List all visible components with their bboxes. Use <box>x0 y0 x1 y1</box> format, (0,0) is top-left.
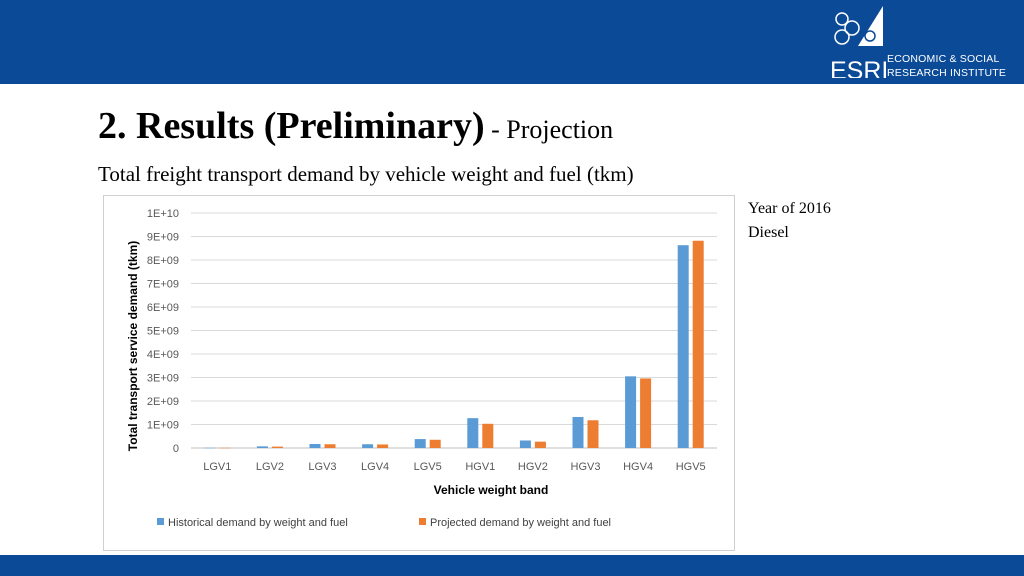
x-tick-label: LGV1 <box>203 461 231 473</box>
bar-historical-hgv5 <box>677 245 689 448</box>
x-axis-label: Vehicle weight band <box>434 483 549 497</box>
x-tick-label: HGV3 <box>571 461 601 473</box>
bar-projected-hgv3 <box>587 420 599 448</box>
esri-logo: ESRI ECONOMIC & SOCIAL RESEARCH INSTITUT… <box>822 0 1024 84</box>
bar-projected-hgv4 <box>640 378 652 448</box>
legend-label-projected: Projected demand by weight and fuel <box>430 517 611 529</box>
y-tick-label: 1E+09 <box>147 420 179 432</box>
bar-historical-lgv2 <box>256 446 268 448</box>
y-tick-labels: 0 1E+09 2E+09 3E+09 4E+09 5E+09 6E+09 7E+09 8E+0… <box>147 208 179 455</box>
legend-swatch-historical <box>157 518 164 525</box>
bar-historical-lgv3 <box>309 444 321 448</box>
x-tick-label: LGV4 <box>361 461 389 473</box>
x-tick-label: LGV5 <box>414 461 442 473</box>
x-tick-label: HGV2 <box>518 461 548 473</box>
x-tick-label: HGV4 <box>623 461 653 473</box>
x-tick-label: LGV3 <box>308 461 336 473</box>
bar-historical-lgv5 <box>414 439 426 448</box>
y-tick-label: 8E+09 <box>147 255 179 267</box>
legend: Historical demand by weight and fuel Pro… <box>157 517 611 529</box>
x-tick-label: LGV2 <box>256 461 284 473</box>
y-tick-label: 9E+09 <box>147 232 179 244</box>
logo-mark-icon: ESRI <box>830 6 888 78</box>
y-tick-label: 1E+10 <box>147 208 179 220</box>
x-tick-label: HGV5 <box>676 461 706 473</box>
y-tick-label: 7E+09 <box>147 279 179 291</box>
legend-label-historical: Historical demand by weight and fuel <box>168 517 348 529</box>
y-tick-label: 0 <box>173 443 179 455</box>
y-tick-label: 2E+09 <box>147 396 179 408</box>
bar-historical-lgv4 <box>362 444 374 448</box>
title-sub: - Projection <box>484 115 614 144</box>
slide-subtitle: Total freight transport demand by vehicl… <box>98 162 634 186</box>
bar-projected-hgv1 <box>482 423 494 448</box>
y-tick-label: 3E+09 <box>147 373 179 385</box>
bar-historical-hgv1 <box>467 418 479 448</box>
note-fuel: Diesel <box>748 224 789 241</box>
bar-historical-hgv2 <box>519 440 531 448</box>
bar-projected-hgv2 <box>534 441 546 448</box>
x-tick-label: HGV1 <box>465 461 495 473</box>
bar-projected-lgv4 <box>377 444 389 448</box>
x-tick-labels: LGV1 LGV2 LGV3 LGV4 LGV5 HGV1 HGV2 HGV3 HGV4 HGV5 <box>203 461 705 473</box>
y-tick-label: 4E+09 <box>147 349 179 361</box>
logo-abbr: ESRI <box>830 57 888 78</box>
bar-projected-lgv1 <box>219 447 231 449</box>
note-year: Year of 2016 <box>748 200 831 217</box>
bar-chart: 0 1E+09 2E+09 3E+09 4E+09 5E+09 6E+09 7E+09 8E+0… <box>126 208 717 529</box>
logo-text: ECONOMIC & SOCIAL RESEARCH INSTITUTE <box>887 52 1006 80</box>
y-tick-label: 6E+09 <box>147 302 179 314</box>
bar-projected-lgv2 <box>271 446 283 448</box>
bar-historical-hgv4 <box>625 376 637 448</box>
bar-projected-lgv3 <box>324 444 336 448</box>
logo-line2: RESEARCH INSTITUTE <box>887 67 1007 79</box>
chart-frame: 0 1E+09 2E+09 3E+09 4E+09 5E+09 6E+09 7E+09 8E+0… <box>103 195 735 551</box>
logo-line1: ECONOMIC & SOCIAL <box>887 53 1000 65</box>
bars <box>204 240 704 449</box>
slide-title: 2. Results (Preliminary) - Projection <box>98 104 613 148</box>
chart-note: Year of 2016 Diesel <box>748 197 831 245</box>
title-main: 2. Results (Preliminary) <box>98 105 485 147</box>
y-axis-label: Total transport service demand (tkm) <box>126 241 140 452</box>
bar-projected-hgv5 <box>692 240 704 448</box>
bar-historical-hgv3 <box>572 416 584 448</box>
bar-projected-lgv5 <box>429 439 441 448</box>
bar-historical-lgv1 <box>204 447 216 449</box>
y-tick-label: 5E+09 <box>147 326 179 338</box>
grid-lines <box>191 212 717 449</box>
footer-bar <box>0 555 1024 576</box>
legend-swatch-projected <box>419 518 426 525</box>
